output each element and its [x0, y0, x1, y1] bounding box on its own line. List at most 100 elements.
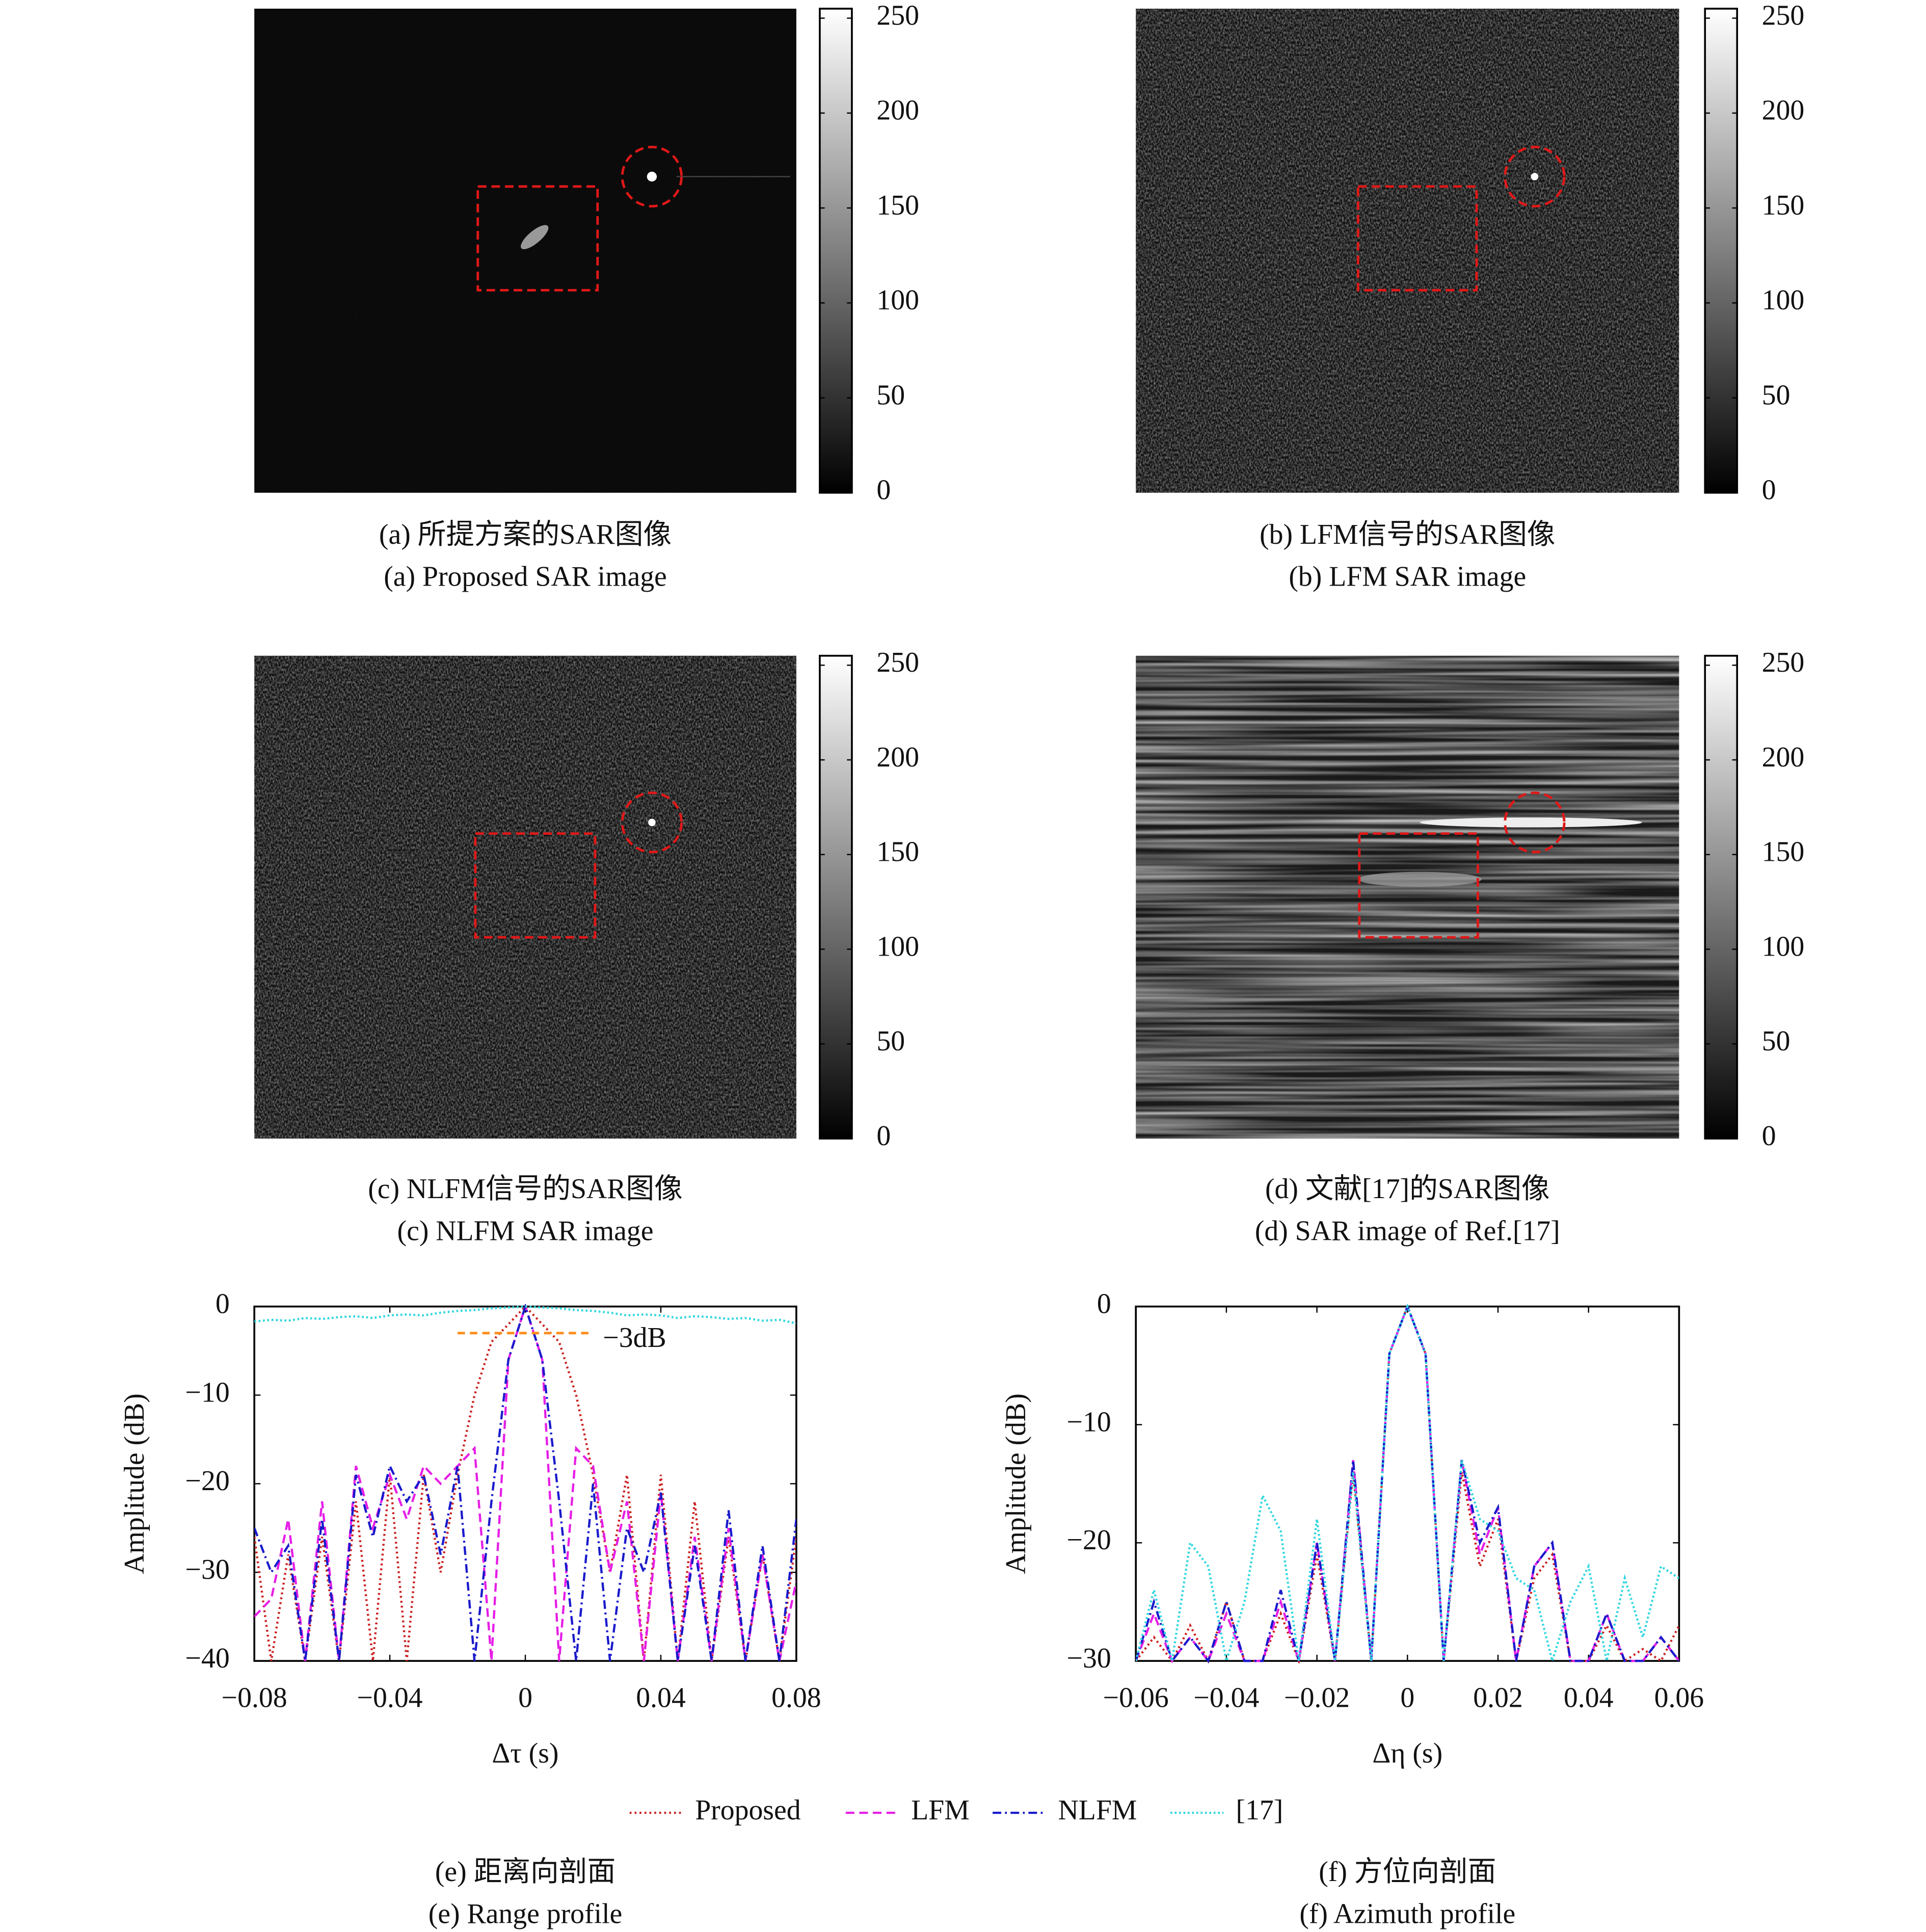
- colorbar-tick-label: 0: [1762, 474, 1776, 506]
- caption: (e) Range profile: [429, 1898, 623, 1929]
- colorbar-tick-label: 250: [1762, 0, 1805, 31]
- colorbar: [1704, 654, 1738, 1140]
- colorbar-tick-label: 0: [1762, 1120, 1776, 1152]
- colorbar-tick-label: 250: [876, 0, 919, 31]
- plot-frame: [253, 1305, 797, 1662]
- x-tick-label: −0.06: [1103, 1682, 1169, 1713]
- caption: (a) Proposed SAR image: [384, 561, 667, 592]
- y-axis-label: Amplitude (dB): [1000, 1393, 1032, 1574]
- colorbar-tick-label: 50: [876, 379, 905, 411]
- colorbar-tick-label: 200: [876, 95, 919, 126]
- colorbar-tick-label: 150: [876, 836, 919, 868]
- area-target: [521, 225, 549, 249]
- colorbar-tick-label: 100: [1762, 284, 1805, 316]
- x-tick-label: 0.04: [1564, 1682, 1614, 1713]
- caption: (d) SAR image of Ref.[17]: [1255, 1215, 1560, 1247]
- colorbar-tick-label: 0: [876, 1120, 891, 1152]
- colorbar-tick-label: 200: [876, 742, 919, 773]
- series-line: [1136, 1304, 1679, 1663]
- legend-label: [17]: [1236, 1794, 1283, 1826]
- legend-label: Proposed: [695, 1794, 801, 1826]
- colorbar-tick-label: 0: [876, 474, 891, 506]
- x-tick-label: 0.04: [636, 1682, 686, 1713]
- colorbar-tick-label: 250: [876, 647, 919, 678]
- colorbar-tick-label: 150: [876, 190, 919, 221]
- series-line: [1136, 1304, 1679, 1663]
- y-tick-label: −20: [185, 1465, 230, 1497]
- colorbar-tick-label: 200: [1762, 742, 1805, 773]
- caption: (e) 距离向剖面: [435, 1856, 616, 1888]
- caption: (b) LFM SAR image: [1289, 561, 1526, 592]
- series-line: [254, 1304, 796, 1661]
- series-line: [1136, 1304, 1679, 1663]
- x-tick-label: 0: [518, 1682, 532, 1713]
- caption: (f) 方位向剖面: [1319, 1856, 1496, 1888]
- y-tick-label: 0: [216, 1288, 230, 1319]
- speckle: [1136, 9, 1679, 493]
- point-target: [1531, 173, 1539, 180]
- roi-circle: [1504, 791, 1566, 854]
- point-target: [647, 171, 657, 182]
- speckle: [254, 655, 796, 1139]
- speckle: [254, 9, 796, 493]
- roi-box: [474, 832, 597, 939]
- colorbar-tick-label: 100: [876, 284, 919, 316]
- colorbar: [819, 8, 853, 494]
- roi-circle: [621, 791, 683, 854]
- series-line: [254, 1304, 796, 1661]
- colorbar-tick-label: 50: [1762, 379, 1790, 411]
- x-tick-label: −0.04: [357, 1682, 423, 1713]
- colorbar-tick-label: 100: [1762, 931, 1805, 962]
- caption: (f) Azimuth profile: [1299, 1898, 1515, 1929]
- roi-circle: [621, 145, 683, 208]
- roi-box: [476, 185, 599, 292]
- series-line: [254, 1305, 796, 1325]
- x-axis-label: Δη (s): [1372, 1737, 1442, 1769]
- streaks: [1136, 655, 1679, 1139]
- x-tick-label: −0.04: [1193, 1682, 1259, 1713]
- y-tick-label: 0: [1097, 1288, 1111, 1319]
- x-tick-label: 0: [1400, 1682, 1414, 1713]
- caption: (c) NLFM SAR image: [397, 1215, 654, 1247]
- colorbar-tick-label: 100: [876, 931, 919, 962]
- y-axis-label: Amplitude (dB): [119, 1393, 150, 1574]
- x-tick-label: 0.06: [1654, 1682, 1704, 1713]
- colorbar-tick-label: 250: [1762, 647, 1805, 678]
- y-tick-label: −40: [185, 1643, 230, 1674]
- y-tick-label: −30: [1067, 1643, 1111, 1674]
- annotation: −3dB: [603, 1322, 666, 1354]
- colorbar: [1704, 8, 1738, 494]
- colorbar-tick-label: 150: [1762, 190, 1805, 221]
- caption: (d) 文献[17]的SAR图像: [1265, 1173, 1550, 1205]
- roi-circle: [1504, 145, 1566, 208]
- caption: (a) 所提方案的SAR图像: [379, 519, 672, 550]
- point-target: [1420, 817, 1642, 828]
- caption: (c) NLFM信号的SAR图像: [368, 1173, 683, 1205]
- legend-label: LFM: [911, 1794, 970, 1826]
- y-tick-label: −20: [1067, 1524, 1111, 1556]
- legend-label: NLFM: [1058, 1794, 1137, 1826]
- plot-frame: [1135, 1305, 1680, 1662]
- x-axis-label: Δτ (s): [492, 1737, 559, 1769]
- x-tick-label: −0.02: [1284, 1682, 1350, 1713]
- caption: (b) LFM信号的SAR图像: [1260, 519, 1555, 550]
- colorbar-tick-label: 200: [1762, 95, 1805, 126]
- colorbar-tick-label: 150: [1762, 836, 1805, 868]
- y-tick-label: −30: [185, 1554, 230, 1585]
- roi-box: [1358, 832, 1479, 939]
- point-target: [648, 818, 656, 827]
- colorbar-tick-label: 50: [876, 1025, 905, 1057]
- roi-box: [1356, 185, 1478, 292]
- x-tick-label: −0.08: [222, 1682, 287, 1713]
- colorbar: [819, 654, 853, 1140]
- series-line: [1136, 1304, 1679, 1663]
- series-line: [254, 1305, 796, 1661]
- images: [254, 9, 1679, 1139]
- y-tick-label: −10: [1067, 1406, 1111, 1438]
- area-target: [1358, 871, 1482, 887]
- x-tick-label: 0.08: [771, 1682, 821, 1713]
- colorbar-tick-label: 50: [1762, 1025, 1790, 1057]
- x-tick-label: 0.02: [1473, 1682, 1523, 1713]
- y-tick-label: −10: [185, 1377, 230, 1408]
